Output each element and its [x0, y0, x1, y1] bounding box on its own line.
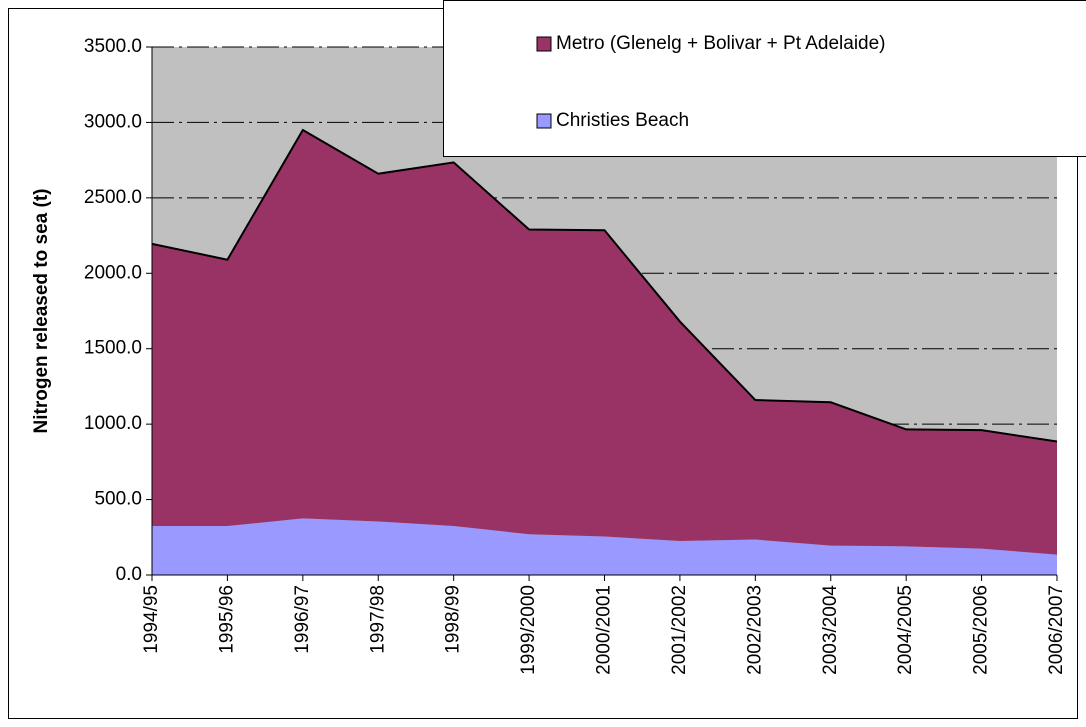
y-tick-label: 3500.0	[84, 36, 142, 57]
y-tick-label: 0.0	[116, 564, 142, 585]
x-tick-label: 2004/2005	[895, 585, 916, 675]
y-axis-title: Nitrogen released to sea (t)	[31, 189, 52, 434]
area	[152, 518, 1057, 575]
area	[152, 129, 1057, 555]
x-tick-label: 1996/97	[292, 585, 313, 654]
x-tick-label: 1997/98	[367, 585, 388, 654]
x-tick-label: 2005/2006	[971, 585, 992, 675]
y-tick-label: 1000.0	[84, 413, 142, 434]
legend-label: Christies Beach	[556, 110, 689, 131]
x-tick-label: 2000/2001	[594, 585, 615, 675]
y-tick-label: 2000.0	[84, 262, 142, 283]
y-tick-label: 2500.0	[84, 187, 142, 208]
x-tick-label: 1994/95	[141, 585, 162, 654]
legend-swatch	[536, 36, 552, 52]
legend-box	[443, 0, 1086, 157]
x-tick-label: 1998/99	[443, 585, 464, 654]
area-outline	[151, 128, 1058, 443]
x-tick-label: 1995/96	[216, 585, 237, 654]
y-tick-label: 500.0	[94, 489, 142, 510]
y-tick-label: 3000.0	[84, 111, 142, 132]
y-tick-label: 1500.0	[84, 338, 142, 359]
x-tick-label: 2003/2004	[820, 585, 841, 675]
x-tick-label: 1999/2000	[518, 585, 539, 675]
legend-label: Metro (Glenelg + Bolivar + Pt Adelaide)	[556, 33, 886, 54]
x-tick-label: 2006/2007	[1046, 585, 1067, 675]
legend-swatch	[536, 113, 552, 129]
x-tick-label: 2002/2003	[744, 585, 765, 675]
x-tick-label: 2001/2002	[669, 585, 690, 675]
